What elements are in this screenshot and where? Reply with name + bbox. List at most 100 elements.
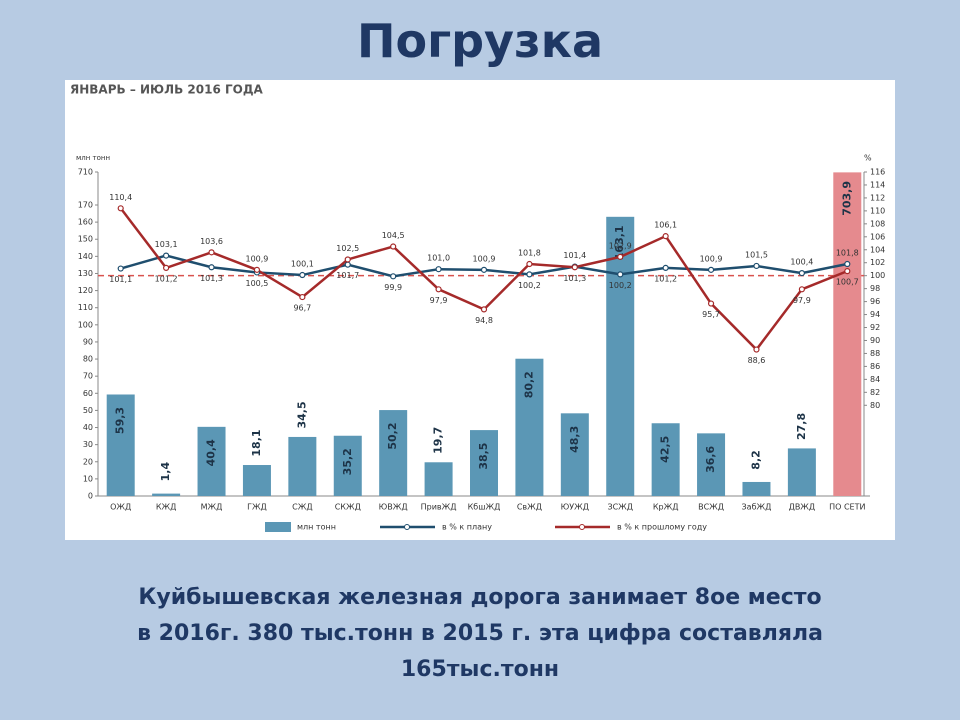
line-marker	[707, 266, 715, 273]
line-value-label: 103,1	[155, 240, 178, 249]
x-tick-label: СЖД	[292, 503, 312, 512]
x-tick-label: КбшЖД	[468, 503, 501, 512]
line-marker	[299, 271, 306, 279]
line-marker	[526, 260, 533, 268]
x-tick-label: СКЖД	[335, 503, 361, 512]
line-value-label: 99,9	[384, 283, 402, 292]
line-value-label: 100,5	[245, 279, 268, 288]
bar-value-label: 19,7	[432, 427, 445, 454]
line-marker	[208, 264, 215, 271]
line-value-label: 101,8	[836, 249, 859, 258]
x-tick-label: ВСЖД	[698, 503, 724, 512]
line-value-label: 102,5	[336, 244, 359, 253]
y-tick-label: 170	[78, 201, 93, 210]
line-marker	[571, 264, 578, 271]
legend-label: в % к прошлому году	[617, 523, 707, 532]
caption-line: 165тыс.тонн	[400, 657, 560, 682]
legend-marker	[404, 524, 410, 530]
bar-value-label: 163,1	[613, 225, 626, 260]
legend-label: в % к плану	[442, 523, 492, 532]
line-value-label: 101,3	[200, 274, 223, 283]
line-marker	[526, 271, 533, 278]
y-tick-label: 710	[78, 168, 93, 177]
bar	[197, 426, 226, 496]
line-value-label: 88,6	[748, 356, 766, 365]
bar-value-label: 35,2	[341, 448, 354, 475]
y2-tick-label: 86	[870, 362, 880, 371]
chart: ЯНВАРЬ – ИЮЛЬ 2016 ГОДА млн тонн % 0 10 20…	[65, 80, 895, 540]
line-value-label: 97,9	[430, 296, 448, 305]
line-marker	[208, 249, 215, 256]
bar	[106, 394, 135, 496]
line-value-label: 97,9	[793, 296, 811, 305]
bar-value-label: 18,1	[250, 429, 263, 456]
line-value-label: 100,4	[790, 258, 813, 267]
bar	[833, 172, 862, 496]
line-marker	[344, 261, 351, 268]
line-value-label: 100,1	[291, 260, 314, 269]
y-tick-label: 100	[78, 320, 93, 329]
chart-title: ЯНВАРЬ – ИЮЛЬ 2016 ГОДА	[70, 83, 264, 97]
y2-unit: %	[864, 154, 872, 163]
line-marker	[844, 260, 851, 268]
bar	[333, 435, 362, 496]
x-tick-label: ОЖД	[110, 503, 131, 512]
line-marker	[299, 293, 306, 301]
line-value-label: 101,1	[109, 275, 132, 284]
line-marker	[390, 273, 397, 280]
line-marker	[753, 262, 760, 270]
line-value-label: 100,2	[609, 281, 632, 290]
caption-line: в 2016г. 380 тыс.тонн в 2015 г. эта цифр…	[137, 621, 823, 646]
bar-value-label: 36,6	[704, 445, 717, 472]
x-tick-label: ДВЖД	[789, 503, 816, 512]
y-tick-label: 70	[83, 372, 93, 381]
line-marker	[480, 266, 488, 273]
line-marker	[662, 233, 669, 240]
y2-tick-label: 102	[870, 258, 885, 267]
y-tick-label: 90	[83, 337, 93, 346]
line-value-label: 104,5	[382, 231, 405, 240]
y-tick-label: 80	[83, 355, 93, 364]
legend-marker	[579, 524, 585, 530]
bar	[288, 436, 317, 496]
line-marker	[753, 346, 760, 353]
x-tick-label: ЮВЖД	[379, 503, 408, 512]
y-tick-label: 150	[78, 235, 93, 244]
bar	[651, 423, 680, 496]
y2-tick-label: 92	[870, 323, 880, 332]
line-marker	[390, 243, 397, 250]
line-value-label: 100,9	[245, 254, 268, 263]
line-value-label: 101,3	[563, 274, 586, 283]
line-marker	[844, 268, 851, 275]
y2-tick-label: 98	[870, 284, 880, 293]
line-marker	[798, 286, 805, 293]
line-marker	[798, 269, 805, 277]
y2-tick-label: 96	[870, 297, 880, 306]
bar	[742, 481, 771, 496]
y2-tick-label: 94	[870, 310, 880, 319]
y2-tick-label: 80	[870, 401, 880, 410]
x-tick-label: ЗабЖД	[742, 503, 772, 512]
bar	[470, 430, 498, 496]
x-tick-label: ГЖД	[247, 503, 267, 512]
bar-value-label: 42,5	[659, 436, 672, 463]
bar-value-label: 38,5	[477, 443, 490, 470]
bar-value-label: 59,3	[114, 407, 127, 434]
caption-line: Куйбышевская железная дорога занимает 8о…	[138, 585, 822, 610]
bar-value-label: 48,3	[568, 426, 581, 453]
caption: Куйбышевская железная дорога занимает 8о…	[0, 580, 960, 688]
y2-tick-label: 114	[870, 180, 885, 189]
bar-value-label: 80,2	[522, 371, 535, 398]
line-marker	[253, 266, 261, 273]
line-marker	[163, 264, 170, 272]
y-tick-label: 130	[78, 269, 93, 278]
x-tick-label: КрЖД	[653, 503, 679, 512]
x-tick-label: КЖД	[156, 503, 177, 512]
y-tick-label: 110	[78, 303, 93, 312]
slide-title: Погрузка	[356, 14, 604, 68]
bar	[379, 410, 408, 496]
line-value-label: 103,6	[200, 237, 223, 246]
bar	[787, 448, 816, 496]
y2-tick-label: 110	[870, 206, 885, 215]
